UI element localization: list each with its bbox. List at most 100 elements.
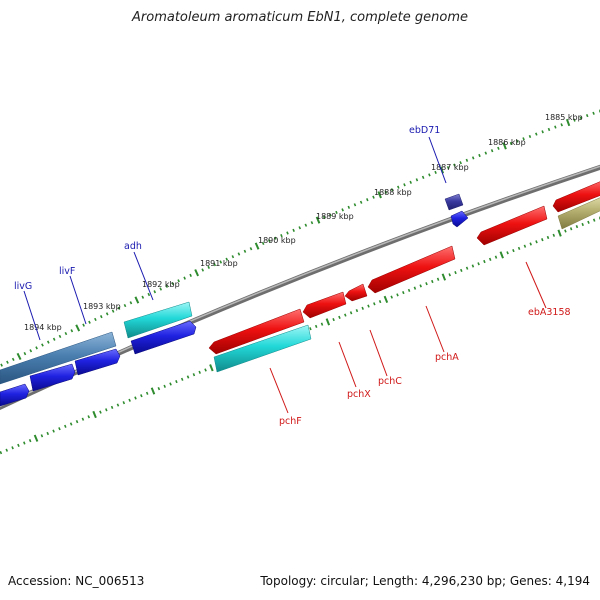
inner-tick	[506, 251, 509, 255]
outer-tick	[522, 137, 525, 141]
outer-tick	[237, 252, 241, 256]
gene-blue-livG-2[interactable]	[29, 363, 76, 392]
outer-tick	[341, 208, 344, 212]
gene-pchA[interactable]	[367, 245, 456, 294]
outer-tick	[171, 281, 175, 286]
gene-adh[interactable]	[123, 301, 193, 339]
outer-tick	[16, 352, 22, 361]
gene-labels: ebD71 adh livF livG ebA3158 pchA pchC pc…	[14, 125, 571, 427]
outer-tick	[58, 334, 62, 339]
outer-tick	[99, 315, 103, 319]
gene-ebD71[interactable]	[444, 193, 464, 211]
outer-tick	[249, 247, 253, 251]
gene-pchX[interactable]	[302, 291, 347, 319]
outer-tick	[565, 118, 571, 127]
inner-tick	[134, 396, 137, 400]
outer-tick	[219, 260, 223, 264]
outer-tick	[41, 343, 44, 347]
inner-tick	[209, 364, 214, 372]
scale-label-1894: 1894 kbp	[24, 323, 62, 332]
gene-blue-small[interactable]	[450, 210, 469, 228]
outer-tick	[159, 287, 163, 291]
outer-tick	[213, 263, 217, 267]
inner-tick	[338, 315, 341, 320]
gene-livF[interactable]	[0, 331, 117, 385]
outer-tick	[64, 331, 68, 336]
outer-tick	[243, 249, 247, 253]
inner-tick	[99, 410, 102, 414]
gene-pchF-red[interactable]	[208, 308, 305, 355]
outer-tick	[177, 279, 180, 283]
gene-pchC[interactable]	[344, 283, 368, 302]
scale-labels: 1885 kbp 1886 kbp 1887 kbp 1888 kbp 1889…	[24, 113, 583, 332]
inner-tick	[58, 427, 61, 431]
inner-tick	[378, 300, 382, 304]
gene-label-ebA3158: ebA3158	[528, 307, 571, 318]
inner-tick	[494, 255, 498, 259]
outer-tick	[335, 210, 338, 214]
inner-tick	[436, 277, 440, 281]
gene-blue-adh[interactable]	[130, 320, 197, 355]
inner-tick	[92, 410, 97, 419]
gene-blue-livG-1[interactable]	[74, 348, 121, 376]
gene-red-top-right[interactable]	[552, 180, 600, 213]
gene-label-livF: livF	[59, 266, 75, 277]
gene-blue-livG-3[interactable]	[0, 383, 30, 407]
outer-tick	[439, 166, 445, 174]
outer-tick	[592, 111, 595, 115]
outer-tick	[231, 255, 235, 259]
outer-tick	[189, 273, 192, 278]
gene-pchF-cyan[interactable]	[213, 324, 312, 373]
outer-tick	[254, 242, 260, 250]
inner-tick	[460, 268, 463, 272]
outer-tick	[554, 125, 557, 129]
inner-tick	[110, 405, 114, 409]
inner-tick	[425, 282, 428, 286]
outer-tick	[82, 323, 85, 327]
gene-label-adh: adh	[124, 241, 142, 252]
inner-tick	[396, 293, 399, 297]
outer-tick	[478, 153, 481, 158]
outer-tick	[183, 276, 186, 280]
inner-tick	[0, 450, 3, 455]
reverse-genes	[208, 205, 548, 373]
scale-label-1892: 1892 kbp	[142, 280, 180, 289]
gene-label-livG: livG	[14, 281, 32, 292]
outer-tick	[397, 185, 400, 189]
gene-olive[interactable]	[557, 196, 600, 230]
scale-label-1885: 1885 kbp	[545, 113, 583, 122]
inner-tick	[390, 295, 393, 299]
inner-tick	[535, 240, 538, 244]
inner-tick	[383, 295, 389, 303]
outer-tick	[6, 360, 9, 364]
outer-tick	[29, 349, 33, 353]
outer-tick	[535, 132, 538, 136]
inner-tick	[367, 304, 370, 308]
outer-tick	[415, 178, 419, 182]
outer-tick	[377, 191, 382, 199]
scale-label-1890: 1890 kbp	[258, 236, 296, 245]
outer-tick	[421, 175, 425, 180]
inner-tick	[407, 288, 411, 292]
outer-tick	[560, 123, 563, 127]
inner-tick	[81, 417, 85, 421]
inner-tick	[441, 273, 447, 281]
inner-tick	[325, 318, 331, 326]
outer-tick	[366, 198, 369, 202]
outer-tick	[384, 190, 388, 194]
outer-tick	[153, 290, 157, 294]
inner-tick	[529, 242, 532, 246]
outer-tick-track	[0, 109, 600, 367]
inner-tick	[592, 218, 596, 222]
inner-tick	[587, 220, 590, 224]
outer-tick	[446, 166, 450, 170]
inner-tick	[471, 264, 475, 268]
inner-tick	[169, 382, 172, 386]
outer-tick	[579, 116, 583, 120]
outer-tick	[147, 292, 151, 297]
gene-ebA3158[interactable]	[476, 205, 548, 246]
outer-tick	[35, 346, 38, 350]
outer-tick	[94, 317, 97, 322]
inner-tick	[575, 225, 579, 229]
